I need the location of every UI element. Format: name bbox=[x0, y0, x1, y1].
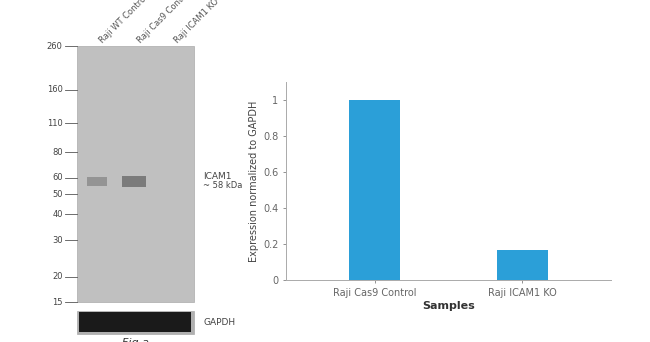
FancyBboxPatch shape bbox=[87, 177, 107, 186]
Text: 40: 40 bbox=[52, 210, 62, 219]
FancyBboxPatch shape bbox=[77, 311, 194, 333]
Text: Raji ICAM1 KO: Raji ICAM1 KO bbox=[173, 0, 221, 44]
Text: 30: 30 bbox=[52, 236, 62, 245]
Text: Fig a: Fig a bbox=[122, 339, 149, 342]
Text: 110: 110 bbox=[47, 119, 62, 128]
Text: 80: 80 bbox=[52, 147, 62, 157]
FancyBboxPatch shape bbox=[122, 176, 146, 187]
Text: 160: 160 bbox=[47, 85, 62, 94]
FancyBboxPatch shape bbox=[116, 312, 154, 332]
Bar bbox=[497, 250, 548, 280]
FancyBboxPatch shape bbox=[79, 312, 116, 332]
Text: ~ 58 kDa: ~ 58 kDa bbox=[203, 181, 242, 190]
Text: ICAM1: ICAM1 bbox=[203, 172, 231, 182]
Text: Raji Cas9 Control: Raji Cas9 Control bbox=[135, 0, 192, 44]
Text: 15: 15 bbox=[52, 298, 62, 307]
FancyBboxPatch shape bbox=[77, 46, 194, 302]
FancyBboxPatch shape bbox=[154, 312, 191, 332]
Text: 50: 50 bbox=[52, 190, 62, 199]
X-axis label: Samples: Samples bbox=[422, 301, 475, 311]
Text: 20: 20 bbox=[52, 272, 62, 281]
Text: GAPDH: GAPDH bbox=[203, 317, 235, 327]
Text: Raji WT Control: Raji WT Control bbox=[98, 0, 150, 44]
Text: 60: 60 bbox=[52, 173, 62, 182]
Text: 260: 260 bbox=[47, 42, 62, 51]
Bar bbox=[349, 100, 400, 280]
Y-axis label: Expression normalized to GAPDH: Expression normalized to GAPDH bbox=[249, 101, 259, 262]
